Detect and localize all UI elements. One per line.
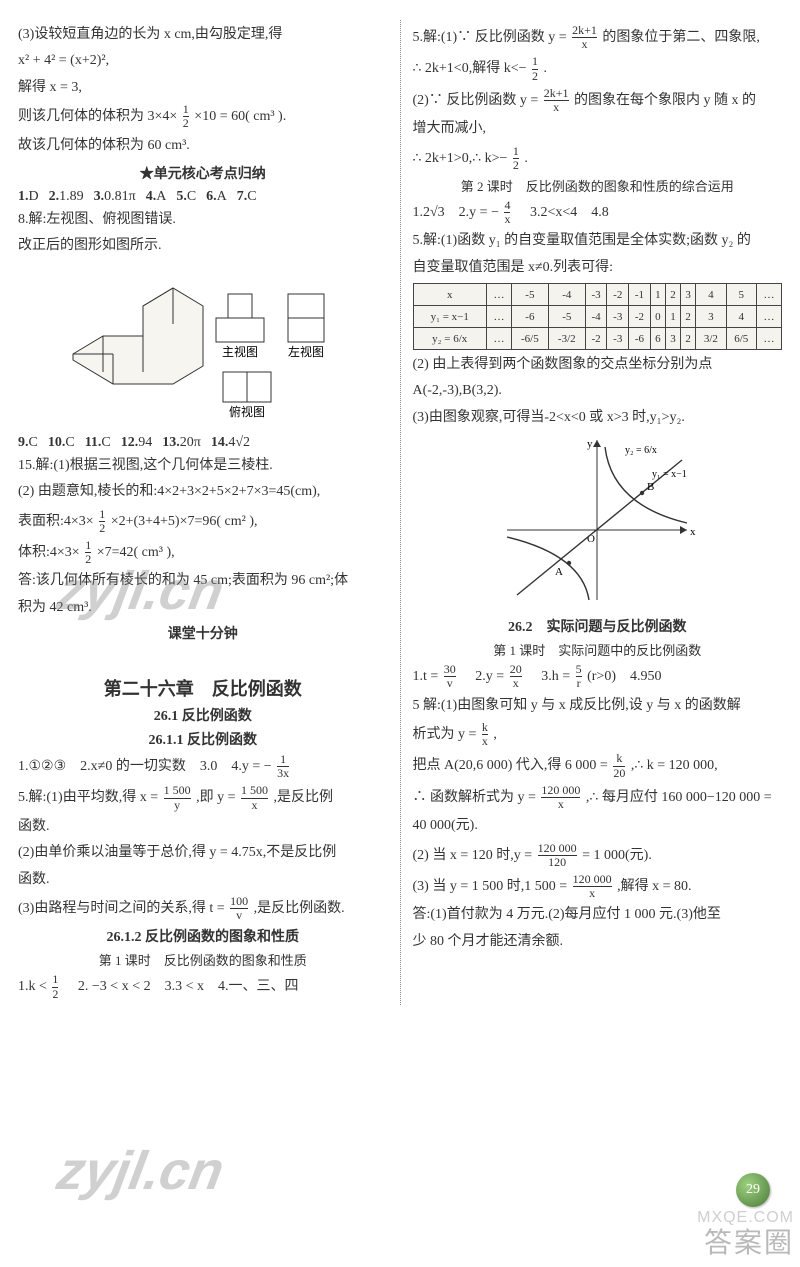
text: 自变量取值范围是 x≠0.列表可得: (413, 257, 783, 279)
svg-text:y₂ = 6/x: y₂ = 6/x (625, 445, 657, 456)
text: ∴ 2k+1>0,∴ k>− 12 . (413, 145, 783, 172)
text: (2) 当 x = 120 时,y = 120 000120 = 1 000(元… (413, 842, 783, 869)
text: ∴ 函数解析式为 y = 120 000x ,∴ 每月应付 160 000−12… (413, 784, 783, 811)
svg-text:主视图: 主视图 (222, 344, 258, 359)
chapter-heading: 第二十六章 反比例函数 (18, 675, 388, 701)
text: 答:该几何体所有棱长的和为 45 cm;表面积为 96 cm²;体 (18, 570, 388, 592)
text: 则该几何体的体积为 3×4× 12 ×10 = 60( cm³ ). (18, 103, 388, 130)
function-graph: x y O A B y₂ = 6/x y₁ = x−1 (413, 435, 783, 610)
heading: 课堂十分钟 (18, 623, 388, 643)
text: 8.解:左视图、俯视图错误. (18, 209, 388, 231)
lesson-heading: 第 2 课时 反比例函数的图象和性质的综合运用 (413, 176, 783, 195)
svg-text:俯视图: 俯视图 (229, 404, 265, 419)
text: A(-2,-3),B(3,2). (413, 380, 783, 402)
page-content: (3)设较短直角边的长为 x cm,由勾股定理,得 x² + 4² = (x+2… (0, 0, 800, 1035)
text: 积为 42 cm³. (18, 597, 388, 619)
svg-text:A: A (555, 566, 563, 578)
text: 把点 A(20,6 000) 代入,得 6 000 = k20 ,∴ k = 1… (413, 752, 783, 779)
text: (3)由图象观察,可得当-2<x<0 或 x>3 时,y₁>y₂. (413, 407, 783, 429)
text: 改正后的图形如图所示. (18, 235, 388, 257)
text: (2)由单价乘以油量等于总价,得 y = 4.75x,不是反比例 (18, 842, 388, 864)
text: 少 80 个月才能还清余额. (413, 931, 783, 953)
heading-star: ★单元核心考点归纳 (18, 163, 388, 183)
text: (3)由路程与时间之间的关系,得 t = 100v ,是反比例函数. (18, 895, 388, 922)
text: 5 解:(1)由图象可知 y 与 x 成反比例,设 y 与 x 的函数解 (413, 695, 783, 717)
svg-text:y: y (587, 438, 593, 450)
answer-row: 1.k < 12 2. −3 < x < 2 3.3 < x 4.一、三、四 (18, 973, 388, 1000)
text: 解得 x = 3, (18, 77, 388, 99)
text: 函数. (18, 869, 388, 891)
text: 5.解:(1)函数 y₁ 的自变量取值范围是全体实数;函数 y₂ 的 (413, 230, 783, 252)
answer-row: 1.①②③ 2.x≠0 的一切实数 3.0 4.y = − 13x (18, 753, 388, 780)
text: 析式为 y = kx , (413, 721, 783, 748)
text: (3)设较短直角边的长为 x cm,由勾股定理,得 (18, 24, 388, 46)
text: (2)∵ 反比例函数 y = 2k+1x 的图象在每个象限内 y 随 x 的 (413, 87, 783, 114)
right-column: 5.解:(1)∵ 反比例函数 y = 2k+1x 的图象位于第二、四象限, ∴ … (413, 20, 783, 1005)
watermark: zyjl.cn (53, 1140, 229, 1202)
column-divider (400, 20, 401, 1005)
text: 体积:4×3× 12 ×7=42( cm³ ), (18, 539, 388, 566)
answer-row: 9.C10.C11.C12.9413.20π14.4√2 (18, 435, 388, 451)
svg-text:B: B (647, 481, 654, 493)
text: ∴ 2k+1<0,解得 k<− 12 . (413, 55, 783, 82)
svg-text:左视图: 左视图 (288, 344, 324, 359)
text: 5.解:(1)∵ 反比例函数 y = 2k+1x 的图象位于第二、四象限, (413, 24, 783, 51)
text: 增大而减小, (413, 118, 783, 140)
views-diagram: 主视图 左视图 俯视图 (18, 264, 388, 429)
svg-text:x: x (690, 526, 696, 538)
section-heading: 26.1 反比例函数 (18, 705, 388, 725)
text: (2) 由题意知,棱长的和:4×2+3×2+5×2+7×3=45(cm), (18, 481, 388, 503)
subsection-heading: 26.1.1 反比例函数 (18, 729, 388, 749)
corner-watermark: 答案圈 (704, 1221, 794, 1261)
text: (3) 当 y = 1 500 时,1 500 = 120 000x ,解得 x… (413, 873, 783, 900)
answer-row: 1.D2.1.893.0.81π4.A5.C6.A7.C (18, 189, 388, 205)
text: x² + 4² = (x+2)², (18, 50, 388, 72)
lesson-heading: 第 1 课时 反比例函数的图象和性质 (18, 950, 388, 969)
function-table: x…-5-4-3-2-112345…y₁ = x−1…-6-5-4-3-2012… (413, 283, 783, 350)
subsection-heading: 26.1.2 反比例函数的图象和性质 (18, 926, 388, 946)
left-column: (3)设较短直角边的长为 x cm,由勾股定理,得 x² + 4² = (x+2… (18, 20, 388, 1005)
text: 答:(1)首付款为 4 万元.(2)每月应付 1 000 元.(3)他至 (413, 904, 783, 926)
text: 表面积:4×3× 12 ×2+(3+4+5)×7=96( cm² ), (18, 508, 388, 535)
page-number-badge: 29 (736, 1173, 770, 1207)
text: 故该几何体的体积为 60 cm³. (18, 135, 388, 157)
answer-row: 1.t = 30v 2.y = 20x 3.h = 5r (r>0) 4.950 (413, 663, 783, 690)
text: 5.解:(1)由平均数,得 x = 1 500y ,即 y = 1 500x ,… (18, 784, 388, 811)
text: 40 000(元). (413, 815, 783, 837)
lesson-heading: 第 1 课时 实际问题中的反比例函数 (413, 640, 783, 659)
text: 15.解:(1)根据三视图,这个几何体是三棱柱. (18, 455, 388, 477)
text: 函数. (18, 816, 388, 838)
text: (2) 由上表得到两个函数图象的交点坐标分别为点 (413, 354, 783, 376)
answer-row: 1.2√3 2.y = − 4x 3.2<x<4 4.8 (413, 199, 783, 226)
svg-text:y₁ = x−1: y₁ = x−1 (652, 469, 687, 480)
section-heading: 26.2 实际问题与反比例函数 (413, 616, 783, 636)
